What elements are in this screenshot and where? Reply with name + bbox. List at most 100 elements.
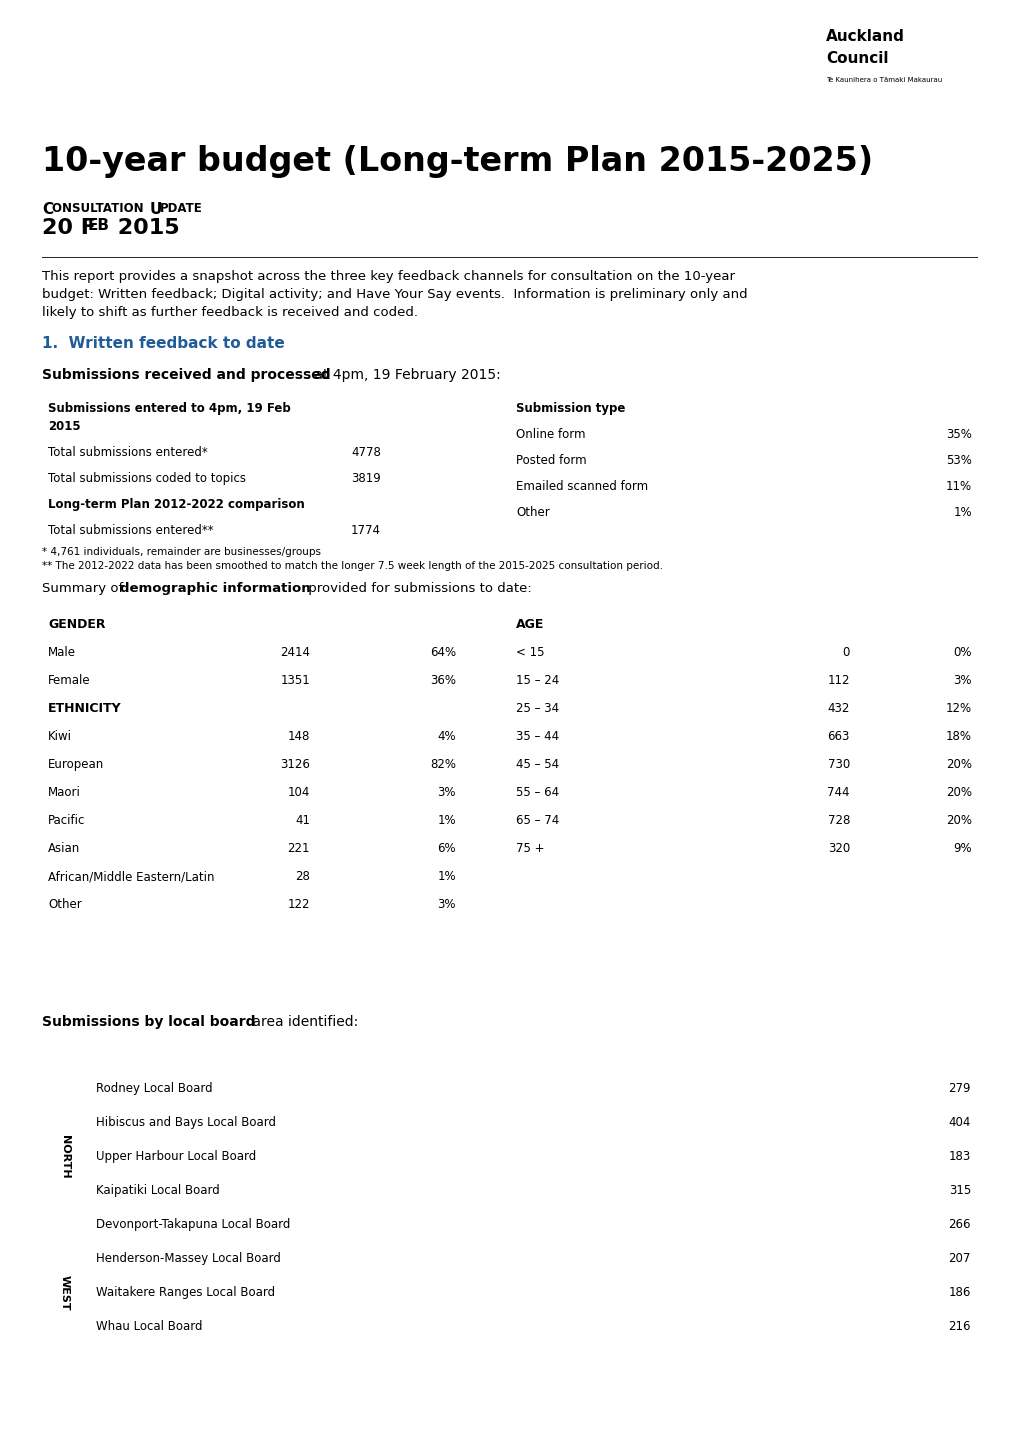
Text: African/Middle Eastern/Latin: African/Middle Eastern/Latin xyxy=(48,870,214,883)
Text: 279: 279 xyxy=(948,1082,970,1095)
Text: 15 – 24: 15 – 24 xyxy=(516,674,558,687)
Text: U: U xyxy=(150,202,162,216)
Text: Local Board: Local Board xyxy=(96,1051,178,1063)
Text: WEST: WEST xyxy=(60,1276,70,1310)
Text: Submission type: Submission type xyxy=(516,403,625,416)
Text: 25 – 34: 25 – 34 xyxy=(516,701,558,714)
Text: ONSULTATION: ONSULTATION xyxy=(52,202,148,215)
Text: 315: 315 xyxy=(948,1185,970,1198)
Text: 10-year budget (Long-term Plan 2015-2025): 10-year budget (Long-term Plan 2015-2025… xyxy=(42,144,872,177)
Text: Submissions received and processed: Submissions received and processed xyxy=(42,368,330,382)
Text: 35 – 44: 35 – 44 xyxy=(516,730,558,743)
Text: Long-term Plan 2012-2022 comparison: Long-term Plan 2012-2022 comparison xyxy=(48,498,305,511)
Text: 20%: 20% xyxy=(945,758,971,771)
Text: 36%: 36% xyxy=(430,674,455,687)
Text: 122: 122 xyxy=(287,898,310,911)
Text: 1%: 1% xyxy=(953,506,971,519)
Text: 1%: 1% xyxy=(437,814,455,827)
Text: 3%: 3% xyxy=(953,674,971,687)
Text: Kiwi: Kiwi xyxy=(48,730,72,743)
Text: 1351: 1351 xyxy=(280,674,310,687)
Text: 1%: 1% xyxy=(437,870,455,883)
Text: 148: 148 xyxy=(287,730,310,743)
Text: 183: 183 xyxy=(948,1150,970,1163)
Text: 2414: 2414 xyxy=(280,646,310,659)
Text: 20 F: 20 F xyxy=(42,218,96,238)
Text: 3%: 3% xyxy=(437,898,455,911)
Text: Upper Harbour Local Board: Upper Harbour Local Board xyxy=(96,1150,256,1163)
Text: Rodney Local Board: Rodney Local Board xyxy=(96,1082,212,1095)
Text: EB: EB xyxy=(88,218,110,232)
Text: European: European xyxy=(48,758,104,771)
Text: 53%: 53% xyxy=(946,455,971,468)
Text: 41: 41 xyxy=(294,814,310,827)
Text: 3%: 3% xyxy=(437,786,455,799)
Text: 104: 104 xyxy=(287,786,310,799)
Text: Maori: Maori xyxy=(48,786,81,799)
Text: 2015: 2015 xyxy=(48,420,81,433)
Text: Other: Other xyxy=(48,898,82,911)
Text: provided for submissions to date:: provided for submissions to date: xyxy=(304,582,531,595)
Text: NORTH: NORTH xyxy=(60,1136,70,1179)
Text: 20%: 20% xyxy=(945,786,971,799)
Text: Hibiscus and Bays Local Board: Hibiscus and Bays Local Board xyxy=(96,1115,276,1128)
Text: 2015: 2015 xyxy=(110,218,179,238)
Text: 82%: 82% xyxy=(430,758,455,771)
Text: Asian: Asian xyxy=(48,843,81,856)
Text: 744: 744 xyxy=(826,786,849,799)
Text: PDATE: PDATE xyxy=(160,202,203,215)
Text: Pacific: Pacific xyxy=(48,814,86,827)
Text: 75 +: 75 + xyxy=(516,843,544,856)
Text: 207: 207 xyxy=(948,1253,970,1266)
Text: 6%: 6% xyxy=(437,843,455,856)
Text: Auckland: Auckland xyxy=(825,29,904,43)
Text: 730: 730 xyxy=(827,758,849,771)
Text: 728: 728 xyxy=(826,814,849,827)
Text: 28: 28 xyxy=(294,870,310,883)
Text: 3126: 3126 xyxy=(280,758,310,771)
Text: Total submissions entered**: Total submissions entered** xyxy=(48,524,213,537)
Text: Emailed scanned form: Emailed scanned form xyxy=(516,481,647,494)
Text: Te Kaunihera o Tāmaki Makaurau: Te Kaunihera o Tāmaki Makaurau xyxy=(825,76,942,84)
Text: This report provides a snapshot across the three key feedback channels for consu: This report provides a snapshot across t… xyxy=(42,270,735,283)
Text: 266: 266 xyxy=(948,1218,970,1231)
Text: Henderson-Massey Local Board: Henderson-Massey Local Board xyxy=(96,1253,280,1266)
Text: 11%: 11% xyxy=(945,481,971,494)
Text: Female: Female xyxy=(48,674,91,687)
Text: 55 – 64: 55 – 64 xyxy=(516,786,558,799)
Text: 1774: 1774 xyxy=(351,524,381,537)
Text: 216: 216 xyxy=(948,1320,970,1333)
Text: 64%: 64% xyxy=(429,646,455,659)
Text: Male: Male xyxy=(48,646,76,659)
Text: 432: 432 xyxy=(826,701,849,714)
Text: Waitakere Ranges Local Board: Waitakere Ranges Local Board xyxy=(96,1286,275,1299)
Text: likely to shift as further feedback is received and coded.: likely to shift as further feedback is r… xyxy=(42,306,418,319)
Text: 112: 112 xyxy=(826,674,849,687)
Text: 4%: 4% xyxy=(437,730,455,743)
Text: 9%: 9% xyxy=(953,843,971,856)
Text: 320: 320 xyxy=(827,843,849,856)
Text: 221: 221 xyxy=(287,843,310,856)
Text: 65 – 74: 65 – 74 xyxy=(516,814,558,827)
Text: 20%: 20% xyxy=(945,814,971,827)
Text: budget: Written feedback; Digital activity; and Have Your Say events.  Informati: budget: Written feedback; Digital activi… xyxy=(42,289,747,302)
Text: 186: 186 xyxy=(948,1286,970,1299)
Text: 35%: 35% xyxy=(946,429,971,442)
Text: 12%: 12% xyxy=(945,701,971,714)
Text: Devonport-Takapuna Local Board: Devonport-Takapuna Local Board xyxy=(96,1218,290,1231)
Text: 1.  Written feedback to date: 1. Written feedback to date xyxy=(42,336,284,351)
Text: ** The 2012-2022 data has been smoothed to match the longer 7.5 week length of t: ** The 2012-2022 data has been smoothed … xyxy=(42,561,662,571)
Text: Submissions by local board: Submissions by local board xyxy=(42,1014,255,1029)
Text: 3819: 3819 xyxy=(351,472,381,485)
Text: C: C xyxy=(42,202,53,216)
Text: Whau Local Board: Whau Local Board xyxy=(96,1320,203,1333)
Text: Summary of: Summary of xyxy=(42,582,127,595)
Text: at 4pm, 19 February 2015:: at 4pm, 19 February 2015: xyxy=(310,368,500,382)
Text: 18%: 18% xyxy=(945,730,971,743)
Text: demographic information: demographic information xyxy=(120,582,311,595)
Text: Posted form: Posted form xyxy=(516,455,586,468)
Text: 4778: 4778 xyxy=(351,446,381,459)
Text: Kaipatiki Local Board: Kaipatiki Local Board xyxy=(96,1185,219,1198)
Text: Total submissions: Total submissions xyxy=(846,1051,970,1063)
Text: Other: Other xyxy=(516,506,549,519)
